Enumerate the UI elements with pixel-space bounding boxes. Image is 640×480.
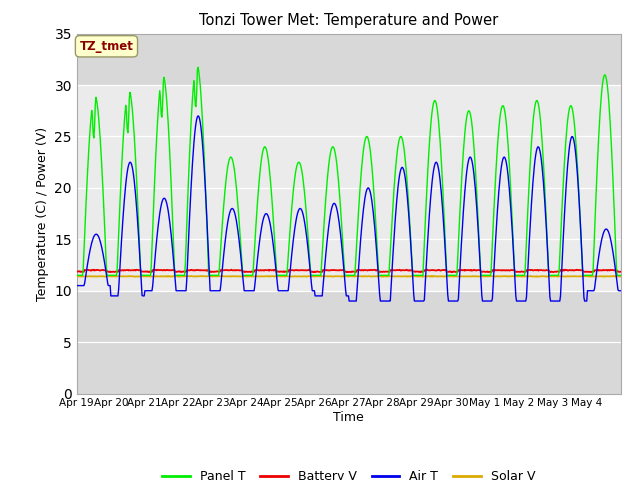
Legend: Panel T, Battery V, Air T, Solar V: Panel T, Battery V, Air T, Solar V: [157, 465, 540, 480]
Text: TZ_tmet: TZ_tmet: [79, 40, 133, 53]
Bar: [77, 85, 621, 291]
Bar: [77, 34, 621, 85]
X-axis label: Time: Time: [333, 411, 364, 424]
Bar: [77, 291, 621, 394]
Title: Tonzi Tower Met: Temperature and Power: Tonzi Tower Met: Temperature and Power: [199, 13, 499, 28]
Y-axis label: Temperature (C) / Power (V): Temperature (C) / Power (V): [36, 127, 49, 300]
